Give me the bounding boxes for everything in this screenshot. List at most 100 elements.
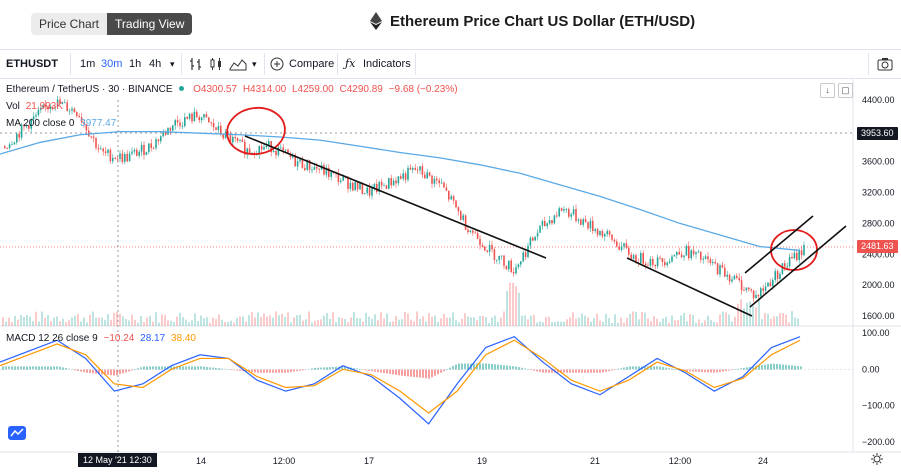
volume-bar <box>266 316 268 326</box>
volume-bar <box>509 282 511 326</box>
macd-histogram-bar <box>131 369 133 371</box>
trendline-down-1 <box>244 135 547 259</box>
candle-body <box>28 125 30 129</box>
macd-histogram-bar <box>155 366 157 370</box>
candle-body <box>678 252 680 255</box>
volume-bar <box>719 314 721 326</box>
volume-bar <box>560 321 562 326</box>
indicators-button[interactable]: Indicators <box>363 58 411 70</box>
interval-dropdown-chevron-icon[interactable]: ▾ <box>170 59 175 69</box>
candle-body <box>500 255 503 257</box>
interval-1m[interactable]: 1m <box>80 58 96 70</box>
volume-bar <box>209 322 211 326</box>
interval-4h[interactable]: 4h <box>149 58 162 70</box>
volume-bar <box>50 320 52 326</box>
camera-icon[interactable] <box>877 57 893 71</box>
macd-histogram-bar <box>497 364 499 370</box>
volume-bar <box>164 315 166 326</box>
bar-chart-icon[interactable] <box>188 56 204 72</box>
candle-body <box>433 178 436 184</box>
interval-30m[interactable]: 30m <box>101 58 123 70</box>
candle-body <box>474 232 476 234</box>
symbol-search[interactable]: ETHUSDT <box>6 58 58 70</box>
volume-bar <box>461 318 463 326</box>
ma-200-line <box>0 130 801 252</box>
candle-body <box>707 256 709 260</box>
candle-body <box>714 261 716 264</box>
volume-bar <box>716 322 718 326</box>
candle-body <box>400 176 402 179</box>
tradingview-logo-icon[interactable] <box>8 426 26 440</box>
macd-histogram-bar <box>245 369 247 372</box>
compare-button[interactable]: Compare <box>289 58 335 70</box>
candle-body <box>402 173 404 179</box>
macd-histogram-bar <box>686 369 688 372</box>
volume-bar <box>107 314 109 326</box>
volume-bar <box>428 313 430 326</box>
candle-body <box>193 111 196 122</box>
candle-body <box>361 182 364 194</box>
function-icon[interactable]: ƒx <box>345 57 356 70</box>
macd-histogram-bar <box>23 366 25 370</box>
macd-signal-line <box>0 339 801 414</box>
candle-body <box>4 146 6 149</box>
candle-body <box>71 108 73 111</box>
volume-bar <box>170 320 172 326</box>
candle-body <box>306 159 308 170</box>
candle-body <box>625 243 628 248</box>
candle-body <box>299 159 301 162</box>
macd-histogram-bar <box>569 369 571 373</box>
macd-histogram-bar <box>734 369 736 370</box>
candle-body <box>697 251 700 253</box>
volume-bar <box>797 318 799 326</box>
macd-histogram-bar <box>317 367 319 370</box>
candle-body <box>239 139 241 141</box>
candles-icon[interactable] <box>208 56 224 72</box>
chart-type-chevron-icon[interactable]: ▾ <box>252 59 257 69</box>
macd-histogram-bar <box>449 367 451 370</box>
macd-histogram-bar <box>407 369 409 377</box>
volume-bar <box>605 313 607 326</box>
volume-bar <box>665 316 667 326</box>
macd-histogram-bar <box>503 365 505 370</box>
candle-body <box>419 166 421 171</box>
interval-1h[interactable]: 1h <box>129 58 142 70</box>
macd-histogram-bar <box>752 366 754 370</box>
ohlc-legend: Ethereum / TetherUS · 30 · BINANCE O4300… <box>6 84 461 95</box>
candle-body <box>148 143 150 153</box>
volume-bar <box>572 312 574 326</box>
candle-body <box>6 148 8 149</box>
volume-bar <box>251 312 253 326</box>
volume-bar <box>65 322 67 326</box>
candle-body <box>224 131 227 139</box>
candle-body <box>620 246 623 250</box>
macd-histogram-bar <box>392 369 394 375</box>
candle-body <box>25 125 28 127</box>
candle-body <box>8 144 11 149</box>
candle-body <box>181 126 184 127</box>
tab-price-chart[interactable]: Price Chart <box>31 13 108 35</box>
macd-histogram-bar <box>746 367 748 370</box>
candle-body <box>635 255 637 263</box>
candle-body <box>762 288 764 291</box>
maximize-icon[interactable]: ▢ <box>838 83 853 98</box>
settings-gear-icon[interactable] <box>871 453 883 465</box>
volume-bar <box>794 317 796 326</box>
volume-bar <box>695 322 697 326</box>
candle-body <box>457 207 460 212</box>
macd-histogram-bar <box>251 369 253 373</box>
area-chart-icon[interactable] <box>229 56 247 72</box>
macd-histogram-bar <box>89 369 91 374</box>
candle-body <box>652 258 654 265</box>
tab-trading-view[interactable]: Trading View <box>107 13 193 35</box>
candle-body <box>328 167 330 177</box>
candle-body <box>757 294 760 297</box>
volume-label: Vol <box>6 101 20 112</box>
scroll-down-arrow-icon[interactable]: ↓ <box>820 83 835 98</box>
plus-circle-icon[interactable] <box>270 57 284 71</box>
candle-body <box>443 182 445 188</box>
candle-body <box>388 178 390 189</box>
candle-body <box>745 287 748 291</box>
candle-body <box>138 151 140 156</box>
